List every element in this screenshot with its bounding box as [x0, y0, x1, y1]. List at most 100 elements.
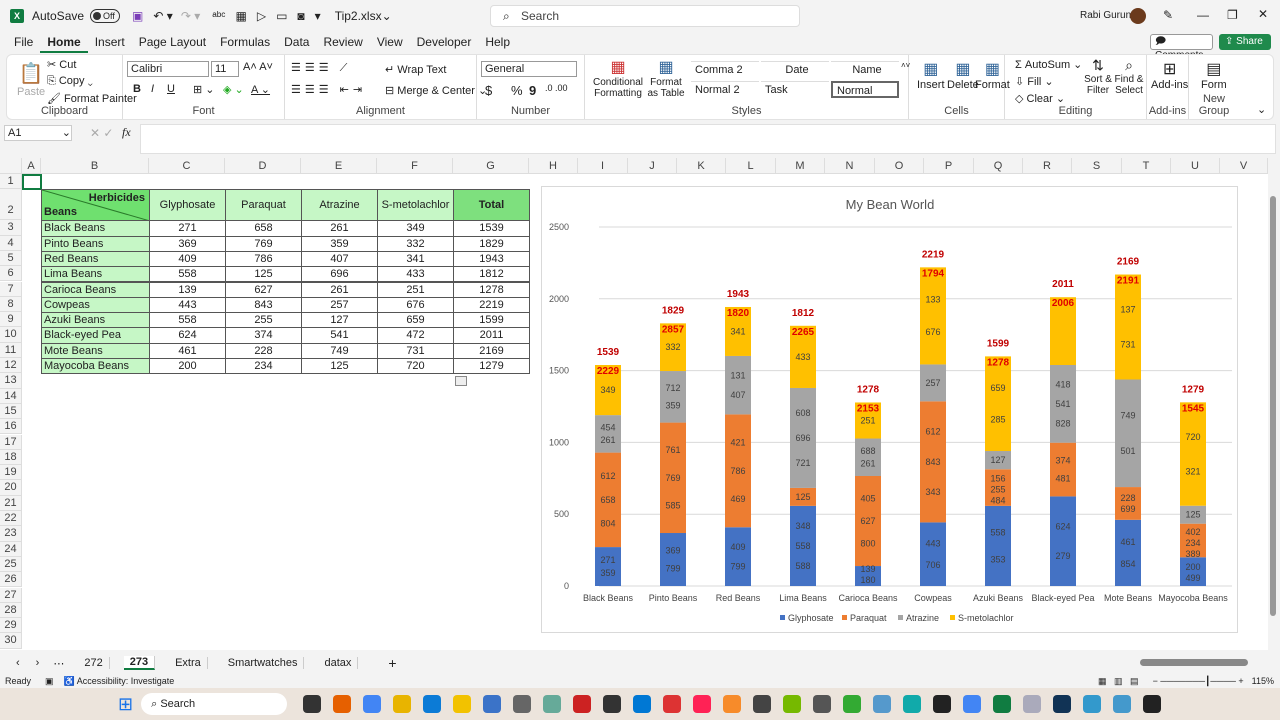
taskbar-app-icon[interactable] [933, 695, 952, 713]
taskbar-app-icon[interactable] [393, 695, 412, 713]
bar-segment-paraquat[interactable] [920, 401, 946, 523]
taskbar-search[interactable]: ⌕ Search [141, 693, 288, 715]
cell-style-comma-2[interactable]: Comma 2 [691, 61, 759, 78]
table-header-s-metolachlor[interactable]: S-metolachlor [377, 189, 454, 222]
bar-segment-paraquat[interactable] [725, 414, 751, 528]
bar-segment-s-metolachlor[interactable] [725, 306, 751, 356]
table-cell[interactable]: 369 [149, 235, 226, 252]
horizontal-align-icons[interactable]: ☰☰☰ ⇤⇥ [291, 84, 367, 96]
table-cell[interactable]: 234 [225, 358, 302, 375]
column-header-K[interactable]: K [677, 158, 726, 174]
cell-style-name[interactable]: Name [831, 61, 899, 78]
macro-icon[interactable]: ▣ [45, 675, 54, 686]
filename[interactable]: Tip2.xlsx [334, 9, 382, 23]
table-cell[interactable]: 720 [377, 358, 454, 375]
table-header-paraquat[interactable]: Paraquat [225, 189, 302, 222]
table-cell[interactable]: 558 [149, 312, 226, 329]
bar-segment-paraquat[interactable] [660, 422, 686, 534]
share-button[interactable]: ⇪ Share ⌄ [1219, 34, 1271, 63]
sheet-tab-smartwatches[interactable]: Smartwatches [222, 657, 305, 669]
bar-segment-glyphosate[interactable] [1050, 496, 1076, 586]
fill-color-icon[interactable]: ◈ ⌄ [223, 84, 244, 96]
column-header-M[interactable]: M [776, 158, 825, 174]
table-cell[interactable]: 359 [301, 235, 378, 252]
bar-segment-atrazine[interactable] [790, 387, 816, 488]
taskbar-app-icon[interactable] [693, 695, 712, 713]
cell-style-normal[interactable]: Normal [831, 81, 899, 98]
name-box-chevron-icon[interactable]: ⌄ [61, 127, 71, 139]
bar-segment-s-metolachlor[interactable] [660, 323, 686, 372]
row-header-28[interactable]: 28 [0, 602, 22, 619]
next-sheet-icon[interactable]: › [35, 657, 40, 669]
table-row-label[interactable]: Black-eyed Pea [41, 327, 150, 344]
minimize-icon[interactable]: — [1197, 8, 1209, 22]
table-cell[interactable]: 139 [149, 281, 226, 298]
table-cell[interactable]: 2011 [453, 327, 530, 344]
taskbar-app-icon[interactable] [1143, 695, 1162, 713]
table-cell[interactable]: 786 [225, 250, 302, 268]
presenter-icon[interactable]: ▷ [256, 9, 267, 23]
taskbar-app-icon[interactable] [333, 695, 352, 713]
row-header-20[interactable]: 20 [0, 480, 22, 496]
merge-center-button[interactable]: ⊟ Merge & Center ⌄ [385, 85, 488, 97]
format-as-table-button[interactable]: ▦ Format as Table [645, 57, 687, 99]
taskbar-app-icon[interactable] [1083, 695, 1102, 713]
sheet-tab-extra[interactable]: Extra [169, 657, 208, 669]
row-header-29[interactable]: 29 [0, 618, 22, 634]
cancel-enter-icon[interactable]: ✕ ✓ [90, 126, 114, 140]
menu-tab-file[interactable]: File [14, 35, 34, 49]
table-cell[interactable]: 461 [149, 342, 226, 359]
table-icon[interactable]: ▦ [235, 9, 247, 23]
table-cell[interactable]: 1278 [453, 281, 530, 298]
column-header-E[interactable]: E [301, 158, 377, 174]
vertical-scrollbar-thumb[interactable] [1270, 196, 1276, 616]
taskbar-app-icon[interactable] [1053, 695, 1072, 713]
bar-segment-glyphosate[interactable] [1115, 519, 1141, 586]
clear-button[interactable]: ◇ Clear ⌄ [1015, 93, 1066, 105]
bar-segment-glyphosate[interactable] [595, 547, 621, 586]
collapse-ribbon-icon[interactable]: ⌄ [1257, 104, 1267, 116]
column-header-R[interactable]: R [1023, 158, 1072, 174]
search-input[interactable]: Search [490, 5, 800, 27]
taskbar-app-icon[interactable] [1113, 695, 1132, 713]
form-button[interactable]: ▤ Form [1201, 59, 1227, 91]
bar-segment-glyphosate[interactable] [790, 505, 816, 586]
table-cell[interactable]: 472 [377, 327, 454, 344]
table-cell[interactable]: 341 [377, 250, 454, 268]
bar-segment-paraquat[interactable] [595, 452, 621, 548]
user-name[interactable]: Rabi Gurung [1080, 10, 1137, 21]
row-header-27[interactable]: 27 [0, 587, 22, 603]
bar-segment-atrazine[interactable] [725, 355, 751, 415]
row-header-25[interactable]: 25 [0, 556, 22, 573]
table-cell[interactable]: 261 [301, 220, 378, 237]
wrap-text-button[interactable]: ↵ Wrap Text [385, 64, 447, 76]
table-cell[interactable]: 624 [149, 327, 226, 344]
taskbar-app-icon[interactable] [633, 695, 652, 713]
taskbar-app-icon[interactable] [903, 695, 922, 713]
vertical-scrollbar[interactable] [1268, 186, 1278, 626]
taskbar-app-icon[interactable] [873, 695, 892, 713]
bar-segment-s-metolachlor[interactable] [920, 267, 946, 365]
table-cell[interactable]: 228 [225, 342, 302, 359]
column-header-Q[interactable]: Q [974, 158, 1023, 174]
find-select-button[interactable]: ⌕ Find & Select [1113, 57, 1145, 96]
table-cell[interactable]: 769 [225, 235, 302, 252]
cell-style-date[interactable]: Date [761, 61, 829, 78]
vertical-align-icons[interactable]: ☰☰☰ ⟋ [291, 62, 352, 74]
table-cell[interactable]: 843 [225, 296, 302, 314]
table-cell[interactable]: 255 [225, 312, 302, 329]
menu-tab-home[interactable]: Home [40, 33, 88, 53]
table-cell[interactable]: 749 [301, 342, 378, 359]
delete-cells-button[interactable]: ▦ Delete [947, 59, 979, 91]
column-header-P[interactable]: P [924, 158, 974, 174]
table-cell[interactable]: 433 [377, 266, 454, 283]
row-header-18[interactable]: 18 [0, 449, 22, 466]
taskbar-app-icon[interactable] [543, 695, 562, 713]
taskbar-app-icon[interactable] [783, 695, 802, 713]
prev-sheet-icon[interactable]: ‹ [16, 657, 20, 669]
table-cell[interactable]: 200 [149, 358, 226, 375]
more-sheets-icon[interactable]: ⋯ [53, 657, 65, 670]
row-header-15[interactable]: 15 [0, 403, 22, 420]
underline-button[interactable]: U [167, 83, 175, 95]
row-header-24[interactable]: 24 [0, 541, 22, 557]
